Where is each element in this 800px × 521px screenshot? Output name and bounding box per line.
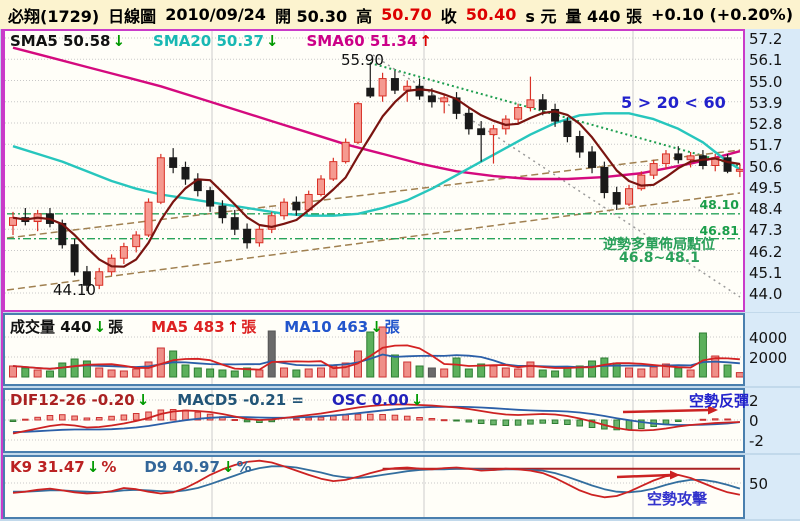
legend-item: 成交量 440 ↓ 張 [10, 318, 124, 336]
legend-item: MA5 483 ↑ 張 [151, 318, 257, 336]
macd-rebound-label: 空勢反彈 [689, 392, 750, 410]
axis-tick-label: 48.4 [749, 200, 783, 218]
volume-axis: 4000 2000 [745, 313, 800, 386]
kd-axis: 50 [745, 455, 800, 519]
axis-tick-label: 47.3 [749, 221, 783, 240]
axis-tick-label: 44.0 [749, 285, 783, 303]
macd-legend: DIF12-26 -0.20 ↓ MACD5 -0.21 = OSC 0.00 ↓ [10, 391, 451, 409]
axis-tick-label: 2000 [749, 349, 788, 367]
volume-pane: 成交量 440 ↓ 張 MA5 483 ↑ 張 MA10 463 ↓ 張 [3, 313, 745, 386]
axis-tick-label: 2 [749, 392, 759, 410]
title-segment: +0.10 (+0.20%) [651, 5, 794, 24]
kd-plot[interactable] [5, 457, 743, 517]
legend-item: OSC 0.00 ↓ [331, 391, 424, 409]
title-segment: 開 50.30 [274, 6, 348, 26]
axis-tick-label: 53.9 [749, 93, 783, 112]
macd-axis: 2 0 -2 [745, 388, 800, 453]
axis-tick-label: 55.0 [749, 72, 783, 91]
title-segment: 2010/09/24 [165, 5, 266, 24]
legend-item: K9 31.47 ↓% [10, 458, 117, 476]
left-accent-stripe [1, 29, 3, 519]
axis-tick-label: -2 [749, 432, 764, 450]
axis-tick-label: 4000 [749, 329, 788, 347]
axis-tick-label: 57.2 [749, 30, 783, 48]
ma-relation-label: 5 > 20 < 60 [621, 93, 726, 112]
title-segment: s 元 [525, 6, 557, 26]
axis-tick-label: 56.1 [749, 51, 783, 70]
strategy-note-line2: 46.8~48.1 [619, 250, 700, 266]
kd-attack-label: 空勢攻擊 [647, 490, 708, 508]
strategy-note-line1: 逆勢多單佈局點位 [603, 237, 715, 253]
volume-plot[interactable] [5, 315, 743, 384]
price-legend: SMA5 50.58 ↓ SMA20 50.37 ↓ SMA60 51.34 ↑ [10, 32, 460, 50]
axis-tick-label: 51.7 [749, 136, 783, 155]
support-level-label-2: 46.81 [699, 223, 739, 238]
price-axis: 57.2 56.1 55.0 53.9 52.8 51.7 50.6 49.5 48.4 47.3… [745, 29, 800, 312]
axis-tick-label: 45.1 [749, 263, 783, 282]
axis-tick-label: 52.8 [749, 115, 783, 133]
title-segment: 日線圖 [108, 6, 157, 26]
legend-item: DIF12-26 -0.20 ↓ [10, 391, 150, 409]
axis-tick-label: 49.5 [749, 178, 783, 197]
legend-item: SMA5 50.58 ↓ [10, 32, 126, 50]
axis-tick-label: 50 [749, 475, 769, 493]
support-level-label-1: 48.10 [699, 197, 739, 212]
macd-plot[interactable] [5, 390, 743, 451]
price-chart-plot[interactable] [5, 31, 743, 310]
bottom-price-label: 44.10 [53, 281, 96, 299]
peak-price-label: 55.90 [341, 51, 384, 69]
title-bar: 必翔(1729) 日線圖 2010/09/24 開 50.30 高 50.70 收 50.40… [0, 0, 800, 29]
title-segment: 高 [356, 6, 373, 26]
legend-item: MACD5 -0.21 = [177, 391, 304, 409]
title-segment: 必翔(1729) [8, 6, 100, 26]
legend-item: SMA60 51.34 ↑ [306, 32, 432, 50]
macd-pane: DIF12-26 -0.20 ↓ MACD5 -0.21 = OSC 0.00 ↓ 空勢… [3, 388, 749, 453]
axis-tick-label: 50.6 [749, 157, 783, 176]
title-segment: 量 440 張 [565, 6, 643, 26]
price-chart-pane: SMA5 50.58 ↓ SMA20 50.37 ↓ SMA60 51.34 ↑ 55.9… [3, 29, 745, 312]
volume-legend: 成交量 440 ↓ 張 MA5 483 ↑ 張 MA10 463 ↓ 張 [10, 316, 428, 337]
legend-item: SMA20 50.37 ↓ [153, 32, 279, 50]
kd-legend: K9 31.47 ↓% D9 40.97 ↓% [10, 458, 280, 476]
title-segment: 50.70 [381, 5, 432, 24]
kd-pane: K9 31.47 ↓% D9 40.97 ↓% 空勢攻擊 [3, 455, 745, 519]
title-segment: 50.40 [465, 5, 517, 24]
title-segment: 收 [440, 6, 457, 26]
axis-tick-label: 46.2 [749, 242, 783, 261]
legend-item: MA10 463 ↓ 張 [284, 318, 400, 336]
legend-item: D9 40.97 ↓% [144, 458, 252, 476]
axis-tick-label: 0 [749, 412, 759, 430]
